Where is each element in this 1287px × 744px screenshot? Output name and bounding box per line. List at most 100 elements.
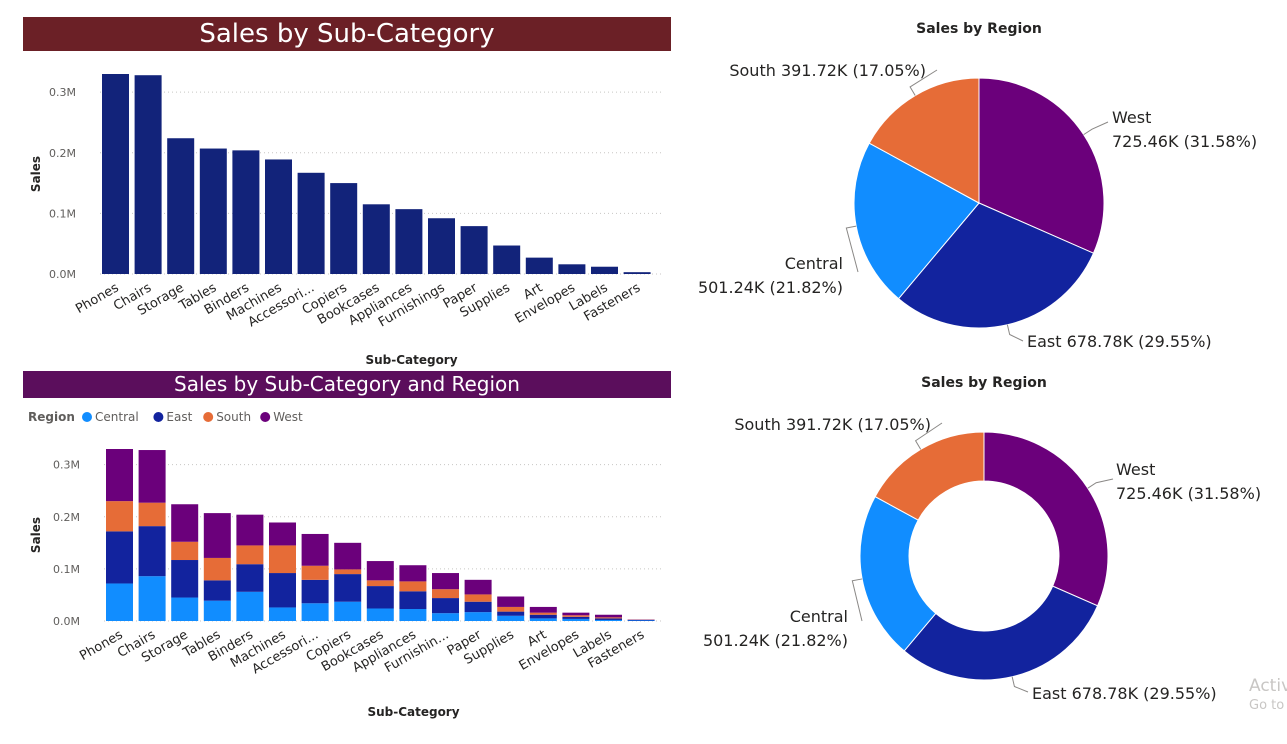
legend-marker-east <box>153 412 164 422</box>
bar-labels-east <box>595 618 622 620</box>
bar-appliances-central <box>399 609 427 621</box>
bar-chairs-south <box>138 502 166 527</box>
data-label-west: West <box>1112 108 1151 127</box>
data-label-central: Central <box>785 254 843 273</box>
bar-furnishin-central <box>432 613 459 621</box>
data-label-value-west: 725.46K (31.58%) <box>1112 132 1257 151</box>
data-label-west: West <box>1116 460 1155 479</box>
bar-chart-sales-by-sub-category[interactable]: 0.0M0.1M0.2M0.3MSalesSub-CategoryPhonesC… <box>23 58 671 370</box>
banner-sales-by-sub-category: Sales by Sub-Category <box>23 17 671 51</box>
legend-marker-south <box>203 412 214 422</box>
bar-accessori-east <box>301 579 329 604</box>
data-label-south: South 391.72K (17.05%) <box>729 61 926 80</box>
slice-west <box>983 431 1109 607</box>
bar-labels-west <box>595 614 622 618</box>
y-tick-label: 0.1M <box>53 563 80 576</box>
bar-phones-east <box>106 531 133 584</box>
legend-item-south: South <box>216 410 251 424</box>
bar-tables-south <box>203 557 231 581</box>
bar-supplies-east <box>497 611 525 616</box>
slice-south <box>868 77 980 204</box>
y-tick-label: 0.3M <box>53 459 80 472</box>
bar-accessori-west <box>301 533 329 566</box>
pie-title: Sales by Region <box>916 21 1042 37</box>
y-tick-label: 0.0M <box>53 615 80 628</box>
leader-line-south <box>909 69 938 96</box>
leader-line-east <box>1011 676 1029 693</box>
data-label-east: East 678.78K (29.55%) <box>1032 684 1217 703</box>
bar-art-east <box>529 614 557 619</box>
y-tick-label: 0.1M <box>49 207 76 220</box>
bar-tables-west <box>203 513 231 558</box>
bar-paper-east <box>464 601 492 613</box>
data-label-central: Central <box>790 607 848 626</box>
data-label-value-west: 725.46K (31.58%) <box>1116 484 1261 503</box>
x-axis-title: Sub-Category <box>367 705 459 719</box>
bar-copiers-central <box>334 601 362 621</box>
bar-bookcases-south <box>366 580 394 587</box>
bar-supplies-central <box>497 615 525 621</box>
bar-storage <box>167 138 195 274</box>
bar-envelopes <box>558 264 586 274</box>
donut-chart-sales-by-region[interactable]: Sales by Region West 725.46K (31.58%) East … <box>690 365 1287 710</box>
bar-storage-central <box>171 597 199 621</box>
y-axis-title: Sales <box>29 156 43 192</box>
bar-binders <box>232 150 260 274</box>
stacked-bar-chart-sales-by-sub-category-and-region[interactable]: 0.0M 0.1M 0.2M 0.3M Sales Sub-Category Region C… <box>23 402 671 722</box>
bar-machines <box>265 159 292 274</box>
bar-copiers <box>330 183 358 274</box>
bar-envelopes-central <box>562 618 590 621</box>
bar-paper-central <box>464 612 492 621</box>
bar-supplies-west <box>497 596 525 607</box>
bar-furnishin-west <box>432 573 459 590</box>
watermark-line-1: Activ <box>1249 676 1287 696</box>
y-axis-title: Sales <box>29 517 43 553</box>
bar-appliances-south <box>399 581 427 592</box>
bar-fasteners-central <box>627 620 655 621</box>
pie-title: Sales by Region <box>921 375 1047 391</box>
watermark-line-2: Go to <box>1249 698 1285 713</box>
bar-chairs-west <box>138 450 166 503</box>
banner-sales-by-sub-category-and-region: Sales by Sub-Category and Region <box>23 371 671 398</box>
legend-marker-west <box>260 412 271 422</box>
bar-paper <box>460 226 488 274</box>
bar-appliances <box>395 209 423 274</box>
legend-item-west: West <box>273 410 303 424</box>
bar-accessori <box>297 172 325 274</box>
data-label-value-central: 501.24K (21.82%) <box>703 631 848 650</box>
bar-art-west <box>529 606 557 613</box>
bar-binders-west <box>236 514 264 546</box>
y-tick-label: 0.3M <box>49 86 76 99</box>
bar-tables-central <box>203 600 231 621</box>
bar-chairs <box>134 75 162 274</box>
pie-chart-sales-by-region[interactable]: Sales by Region West 725.46K (31.58%) East … <box>690 10 1287 360</box>
bar-furnishin-south <box>432 589 459 599</box>
bar-bookcases-east <box>366 586 394 609</box>
data-label-south: South 391.72K (17.05%) <box>734 415 931 434</box>
bar-storage-west <box>171 504 199 542</box>
bar-envelopes-west <box>562 612 590 616</box>
bar-copiers-south <box>334 569 362 575</box>
bar-art-south <box>529 612 557 615</box>
bar-chairs-east <box>138 526 166 577</box>
bar-copiers-east <box>334 574 362 602</box>
bar-accessori-south <box>301 565 329 580</box>
slice-east <box>897 202 1095 329</box>
bar-accessori-central <box>301 603 329 621</box>
activation-watermark: Activ Go to <box>1249 676 1287 713</box>
bar-binders-south <box>236 545 264 565</box>
data-label-value-central: 501.24K (21.82%) <box>698 278 843 297</box>
bar-appliances-west <box>399 565 427 582</box>
leader-line-west <box>1083 121 1109 136</box>
bar-machines-central <box>269 607 296 621</box>
bar-supplies-south <box>497 606 525 612</box>
y-tick-label: 0.0M <box>49 268 76 281</box>
slice-central <box>853 142 980 300</box>
bar-paper-west <box>464 579 492 595</box>
bar-envelopes-south <box>562 615 590 617</box>
bar-phones-south <box>106 501 133 532</box>
bar-bookcases-west <box>366 561 394 581</box>
leader-line-south <box>914 422 943 450</box>
y-tick-label: 0.2M <box>53 511 80 524</box>
legend-title: Region <box>28 410 75 424</box>
